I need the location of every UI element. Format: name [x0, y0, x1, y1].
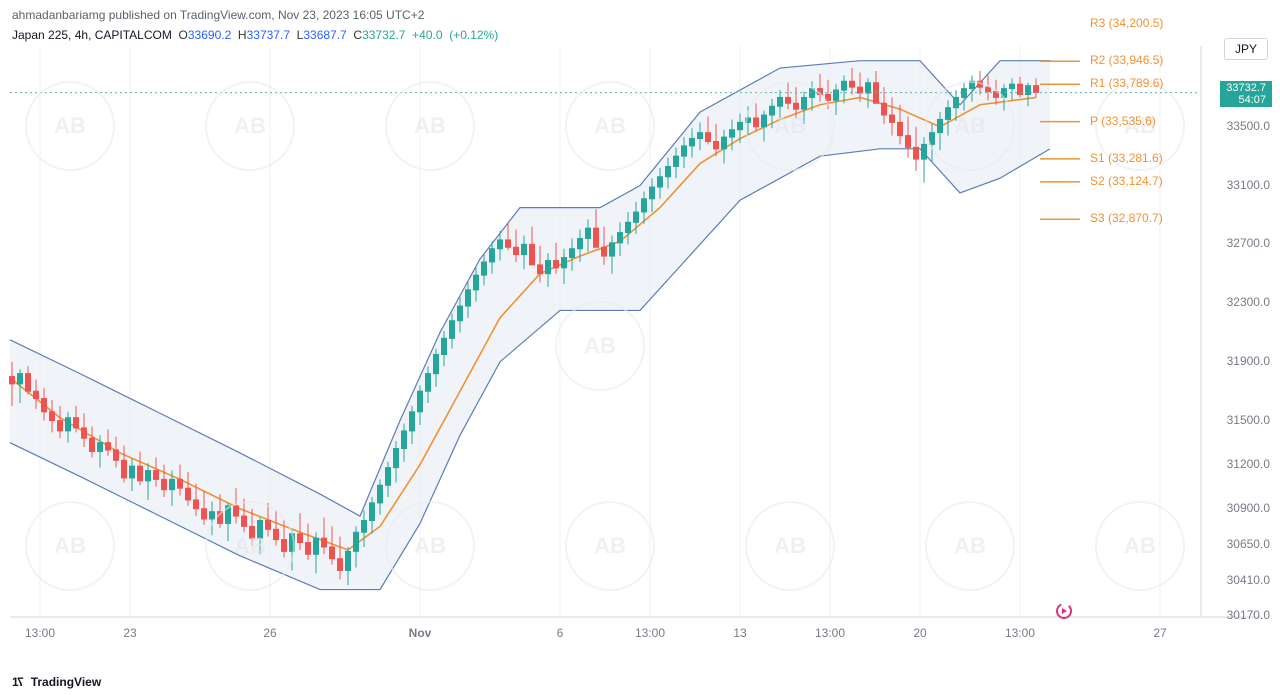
- y-axis-tick: 31200.0: [1227, 457, 1270, 471]
- replay-icon[interactable]: [1055, 602, 1073, 620]
- x-axis-tick: 23: [123, 626, 136, 640]
- x-axis-tick: 26: [263, 626, 276, 640]
- pivot-label: P (33,535.6): [1090, 114, 1156, 128]
- x-axis-tick: 13: [733, 626, 746, 640]
- ohlc-close: 33732.7: [362, 28, 405, 42]
- x-axis-tick: 13:00: [25, 626, 55, 640]
- ohlc-high: 33737.7: [247, 28, 290, 42]
- pivot-label: S1 (33,281.6): [1090, 151, 1163, 165]
- y-axis-tick: 32700.0: [1227, 236, 1270, 250]
- y-axis-tick: 30650.0: [1227, 537, 1270, 551]
- ohlc-low: 33687.7: [303, 28, 346, 42]
- publish-header: ahmadanbariamg published on TradingView.…: [0, 0, 1280, 26]
- x-axis-tick: 27: [1153, 626, 1166, 640]
- footer-text: TradingView: [31, 675, 101, 689]
- change-pct: (+0.12%): [449, 28, 498, 42]
- price-chart[interactable]: [0, 46, 1280, 646]
- y-axis-tick: 33500.0: [1227, 119, 1270, 133]
- x-axis-tick: 13:00: [815, 626, 845, 640]
- tradingview-footer: 17 TradingView: [12, 675, 101, 689]
- badge-countdown: 54:07: [1226, 94, 1266, 106]
- y-axis-tick: 33100.0: [1227, 178, 1270, 192]
- x-axis-tick: Nov: [409, 626, 432, 640]
- y-axis-tick: 31900.0: [1227, 354, 1270, 368]
- y-axis-tick: 30900.0: [1227, 501, 1270, 515]
- change-value: +40.0: [412, 28, 442, 42]
- y-axis-tick: 31500.0: [1227, 413, 1270, 427]
- y-axis-tick: 32300.0: [1227, 295, 1270, 309]
- last-price-badge: 33732.754:07: [1220, 81, 1272, 107]
- y-axis-tick: 30410.0: [1227, 573, 1270, 587]
- x-axis-tick: 6: [557, 626, 564, 640]
- y-axis-tick: 30170.0: [1227, 608, 1270, 622]
- x-axis-tick: 20: [913, 626, 926, 640]
- pivot-label: R3 (34,200.5): [1090, 16, 1163, 30]
- pivot-label: R1 (33,789.6): [1090, 76, 1163, 90]
- ohlc-open: 33690.2: [188, 28, 231, 42]
- publisher-line: ahmadanbariamg published on TradingView.…: [12, 8, 424, 22]
- pivot-label: S3 (32,870.7): [1090, 211, 1163, 225]
- pivot-label: S2 (33,124.7): [1090, 174, 1163, 188]
- tv-logo-icon: 17: [12, 675, 23, 689]
- pivot-label: R2 (33,946.5): [1090, 53, 1163, 67]
- x-axis-tick: 13:00: [1005, 626, 1035, 640]
- chart-area[interactable]: ABABABABABABABABABABABABABABABR3 (34,200…: [0, 46, 1280, 646]
- badge-price: 33732.7: [1226, 82, 1266, 94]
- chart-legend: Japan 225, 4h, CAPITALCOM O33690.2 H3373…: [0, 26, 1280, 44]
- x-axis-tick: 13:00: [635, 626, 665, 640]
- symbol-label: Japan 225, 4h, CAPITALCOM: [12, 28, 172, 42]
